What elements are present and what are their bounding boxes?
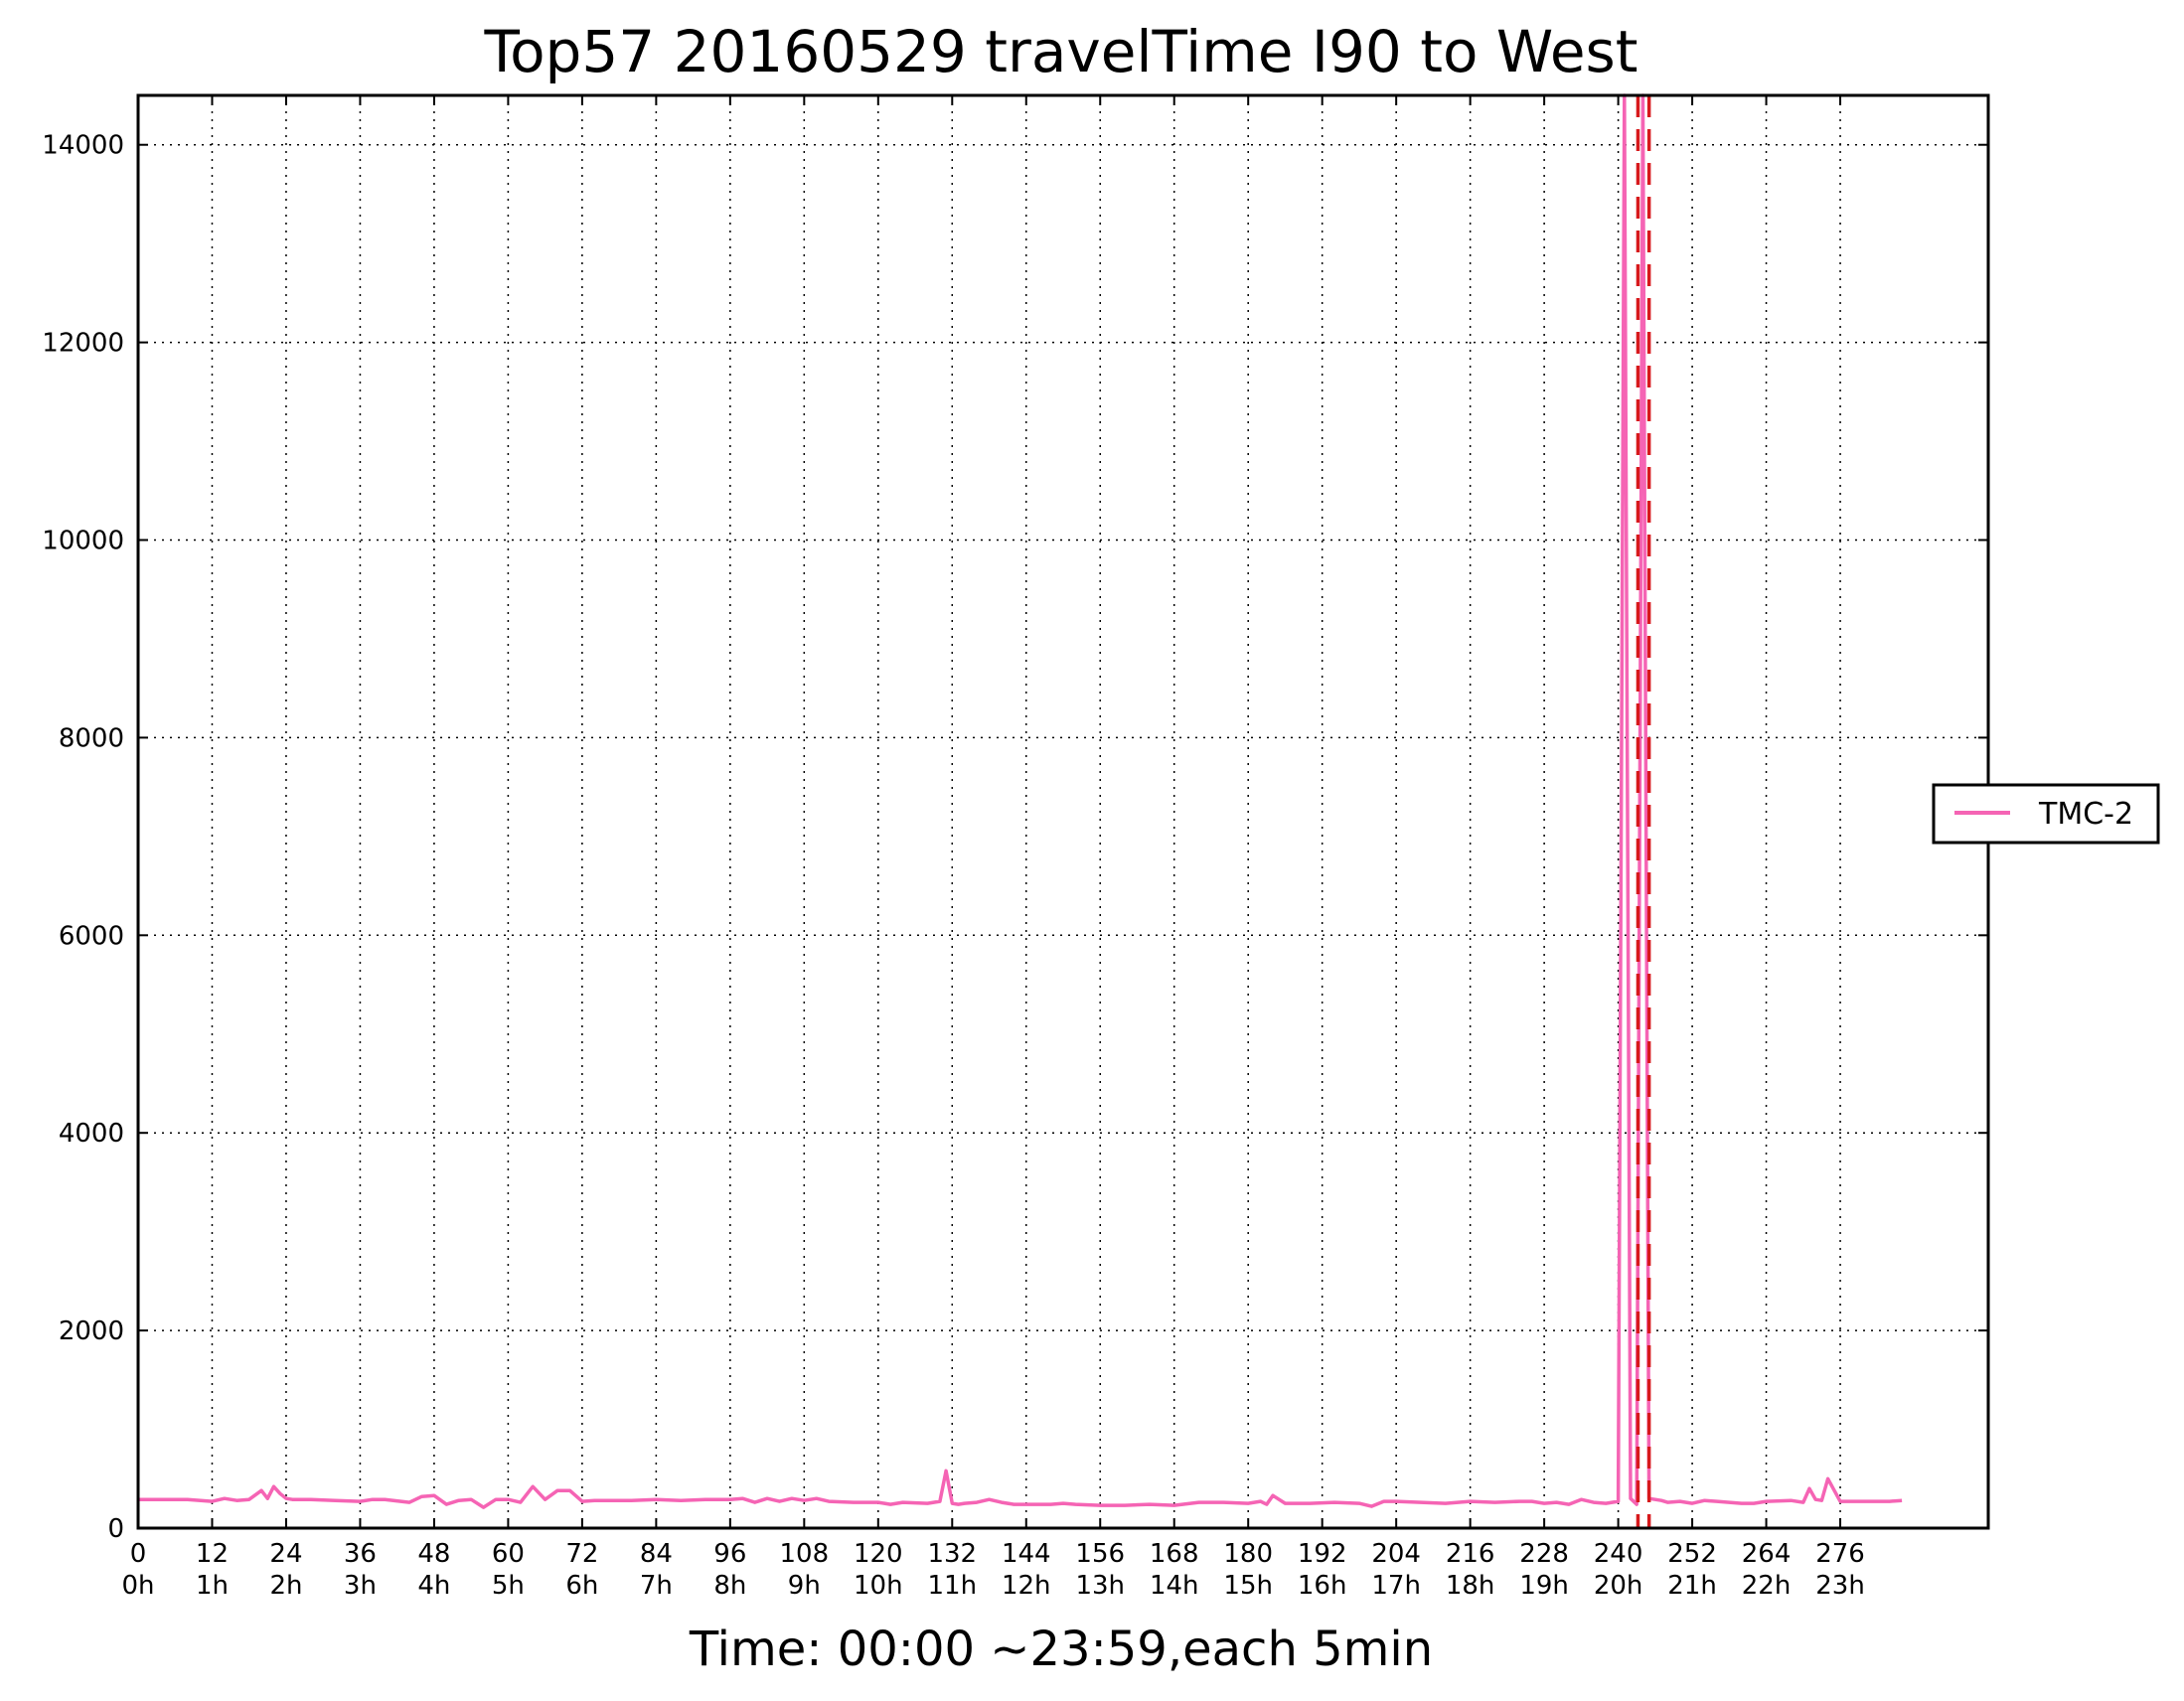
- x-tick-hour-label: 9h: [788, 1571, 821, 1601]
- x-tick-label: 252: [1667, 1539, 1717, 1569]
- y-tick-label: 12000: [42, 329, 124, 359]
- x-tick-hour-label: 15h: [1223, 1571, 1273, 1601]
- series-layer: [138, 93, 1903, 1509]
- x-tick-hour-label: 14h: [1150, 1571, 1199, 1601]
- y-tick-label: 14000: [42, 131, 124, 161]
- x-tick-hour-label: 12h: [1002, 1571, 1051, 1601]
- x-tick-label: 204: [1371, 1539, 1421, 1569]
- x-tick-hour-label: 11h: [927, 1571, 977, 1601]
- x-tick-label: 120: [854, 1539, 903, 1569]
- x-tick-label: 240: [1594, 1539, 1643, 1569]
- chart-title: Top57 20160529 travelTime I90 to West: [484, 18, 1638, 85]
- x-tick-hour-label: 0h: [121, 1571, 154, 1601]
- x-tick-label: 156: [1075, 1539, 1125, 1569]
- x-tick-hour-label: 4h: [417, 1571, 450, 1601]
- x-tick-label: 60: [492, 1539, 525, 1569]
- x-tick-label: 264: [1742, 1539, 1792, 1569]
- y-tick-label: 4000: [59, 1119, 124, 1149]
- y-tick-label: 2000: [59, 1316, 124, 1346]
- x-tick-hour-label: 22h: [1742, 1571, 1792, 1601]
- x-tick-label: 180: [1223, 1539, 1273, 1569]
- x-tick-label: 132: [927, 1539, 977, 1569]
- x-tick-hour-label: 6h: [565, 1571, 598, 1601]
- x-tick-label: 48: [417, 1539, 450, 1569]
- y-tick-label: 8000: [59, 723, 124, 753]
- annotation-layer: [1636, 95, 1651, 1528]
- x-tick-hour-label: 3h: [344, 1571, 377, 1601]
- x-tick-label: 36: [344, 1539, 377, 1569]
- x-tick-label: 216: [1446, 1539, 1495, 1569]
- x-tick-hour-label: 5h: [492, 1571, 525, 1601]
- x-tick-label: 84: [640, 1539, 673, 1569]
- x-tick-label: 72: [565, 1539, 598, 1569]
- x-axis-label: Time: 00:00 ~23:59,each 5min: [689, 1622, 1433, 1677]
- y-tick-label: 0: [107, 1514, 124, 1544]
- x-tick-hour-label: 20h: [1594, 1571, 1643, 1601]
- grid: [138, 95, 1988, 1528]
- y-tick-label: 6000: [59, 921, 124, 951]
- legend-label-tmc-2: TMC-2: [2038, 797, 2133, 832]
- x-tick-label: 96: [713, 1539, 746, 1569]
- x-tick-hour-label: 10h: [854, 1571, 903, 1601]
- x-tick-label: 12: [196, 1539, 229, 1569]
- x-tick-label: 192: [1298, 1539, 1347, 1569]
- x-tick-label: 24: [269, 1539, 302, 1569]
- x-tick-label: 0: [130, 1539, 147, 1569]
- x-tick-hour-label: 16h: [1298, 1571, 1347, 1601]
- x-tick-hour-label: 8h: [713, 1571, 746, 1601]
- x-tick-label: 168: [1150, 1539, 1199, 1569]
- x-tick-hour-label: 2h: [269, 1571, 302, 1601]
- x-tick-hour-label: 7h: [640, 1571, 673, 1601]
- x-tick-label: 276: [1815, 1539, 1865, 1569]
- axis-ticks: 00h121h242h363h484h605h726h847h968h1089h…: [42, 95, 1988, 1601]
- x-tick-hour-label: 23h: [1815, 1571, 1865, 1601]
- x-tick-label: 144: [1002, 1539, 1051, 1569]
- x-tick-hour-label: 19h: [1519, 1571, 1569, 1601]
- y-tick-label: 10000: [42, 527, 124, 556]
- x-tick-hour-label: 13h: [1075, 1571, 1125, 1601]
- x-tick-hour-label: 21h: [1667, 1571, 1717, 1601]
- series-line-tmc-2: [138, 93, 1903, 1509]
- x-tick-hour-label: 18h: [1446, 1571, 1495, 1601]
- x-tick-hour-label: 17h: [1371, 1571, 1421, 1601]
- x-tick-label: 228: [1519, 1539, 1569, 1569]
- x-tick-label: 108: [779, 1539, 829, 1569]
- x-tick-hour-label: 1h: [196, 1571, 229, 1601]
- legend: TMC-2: [1932, 783, 2160, 845]
